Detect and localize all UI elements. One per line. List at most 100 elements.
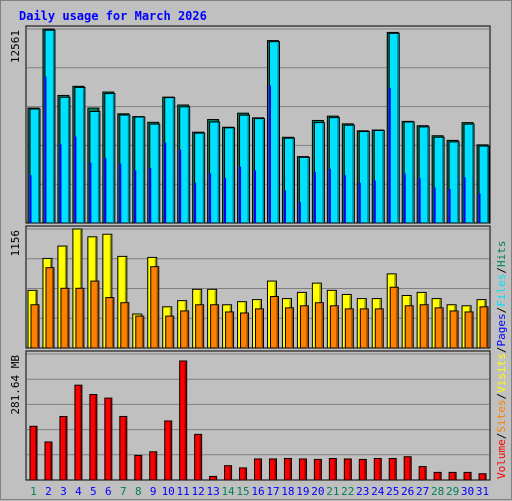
bar-files-12 — [194, 132, 206, 224]
bar-volume-21 — [328, 458, 337, 481]
y-max-label: 12561 — [9, 30, 22, 63]
bar-shade-sites-8 — [141, 317, 144, 348]
bar-shade-visits-6 — [109, 235, 112, 348]
bar-volume-13 — [209, 475, 218, 481]
bar-shade-volume-29 — [454, 473, 456, 480]
bar-shade-sites-5 — [96, 282, 99, 348]
bar-sites-29 — [449, 310, 459, 349]
x-tick-label: 9 — [150, 485, 157, 498]
bar-shade-volume-25 — [394, 459, 396, 480]
bar-shade-files-20 — [322, 123, 324, 223]
x-tick-label: 6 — [105, 485, 112, 498]
bar-pages-15 — [239, 166, 242, 223]
bar-shade-volume-18 — [289, 459, 291, 480]
bar-shade-volume-8 — [139, 456, 142, 480]
bar-shade-files-4 — [82, 88, 85, 223]
bar-files-31 — [478, 145, 490, 224]
bar-files-28 — [433, 136, 445, 224]
bar-shade-sites-3 — [66, 289, 69, 348]
bar-pages-22 — [343, 175, 346, 223]
bar-shade-files-31 — [487, 147, 489, 223]
bar-files-26 — [403, 121, 415, 224]
bar-shade-volume-14 — [229, 466, 232, 480]
bar-shade-files-19 — [307, 158, 309, 223]
bar-shade-sites-7 — [126, 303, 129, 348]
bar-volume-27 — [418, 466, 427, 481]
bar-shade-files-18 — [292, 139, 294, 223]
bar-pages-4 — [74, 136, 77, 223]
bar-shade-sites-18 — [291, 308, 293, 348]
bar-volume-31 — [478, 473, 487, 481]
bar-shade-files-11 — [187, 107, 190, 223]
bar-sites-20 — [314, 302, 324, 349]
legend-separator: / — [495, 393, 508, 400]
x-tick-label: 19 — [296, 485, 309, 498]
panel-visits-sites: 1156 — [9, 225, 491, 349]
legend-entry-files: Files — [495, 274, 508, 307]
bar-sites-1 — [30, 304, 40, 349]
bar-shade-volume-9 — [154, 452, 157, 480]
bar-sites-18 — [284, 307, 294, 349]
legend-entry-pages: Pages — [495, 313, 508, 346]
bar-files-24 — [373, 129, 385, 224]
bar-files-30 — [463, 123, 475, 224]
bar-pages-8 — [134, 170, 137, 223]
x-tick-label: 22 — [341, 485, 354, 498]
bar-shade-files-9 — [157, 125, 160, 223]
bar-shade-sites-31 — [486, 307, 488, 348]
bar-shade-files-16 — [262, 119, 265, 223]
bar-shade-sites-21 — [336, 306, 338, 348]
bar-sites-16 — [255, 308, 265, 349]
bar-shade-sites-16 — [261, 309, 264, 348]
bar-volume-29 — [448, 471, 457, 481]
bar-volume-2 — [44, 441, 53, 481]
bar-volume-19 — [298, 458, 307, 481]
x-tick-label: 8 — [135, 485, 142, 498]
bar-pages-19 — [298, 202, 301, 223]
x-tick-label: 2 — [45, 485, 52, 498]
bar-sites-27 — [419, 304, 429, 349]
bar-sites-15 — [240, 312, 250, 349]
bar-sites-12 — [195, 304, 205, 349]
bar-shade-volume-26 — [409, 457, 411, 480]
bar-shade-files-1 — [38, 110, 40, 223]
bar-shade-files-15 — [247, 116, 250, 223]
bar-sites-10 — [165, 315, 175, 349]
x-tick-label: 17 — [266, 485, 279, 498]
bar-volume-1 — [29, 425, 38, 481]
bar-sites-24 — [374, 308, 384, 349]
bar-sites-14 — [225, 311, 235, 349]
bar-sites-4 — [75, 287, 85, 349]
y-max-label: 1156 — [9, 230, 22, 257]
x-tick-label: 26 — [401, 485, 414, 498]
bar-sites-17 — [269, 296, 279, 349]
bar-volume-10 — [164, 420, 173, 481]
bar-shade-volume-28 — [439, 473, 441, 480]
bar-shade-volume-12 — [199, 435, 202, 480]
bar-shade-sites-27 — [426, 305, 428, 348]
bar-sites-7 — [120, 302, 130, 349]
bar-volume-20 — [313, 458, 322, 481]
bar-shade-sites-10 — [171, 317, 174, 348]
bar-shade-volume-19 — [304, 459, 306, 480]
bar-volume-9 — [149, 451, 158, 481]
bar-pages-21 — [328, 168, 331, 223]
bar-volume-18 — [283, 458, 292, 481]
x-tick-label: 30 — [461, 485, 474, 498]
bar-pages-7 — [119, 163, 122, 223]
bar-pages-6 — [104, 158, 107, 223]
panel-hits-files-pages: 12561 — [9, 25, 491, 224]
bar-volume-11 — [179, 360, 188, 481]
bar-shade-volume-17 — [274, 459, 276, 480]
x-tick-label: 12 — [192, 485, 205, 498]
bar-pages-29 — [448, 189, 451, 223]
x-tick-label: 27 — [416, 485, 429, 498]
x-tick-label: 29 — [446, 485, 459, 498]
bar-pages-5 — [89, 162, 92, 223]
bar-files-22 — [343, 124, 355, 224]
bar-volume-6 — [104, 397, 113, 481]
x-tick-label: 10 — [162, 485, 175, 498]
series-sites — [30, 266, 489, 349]
x-tick-label: 20 — [311, 485, 324, 498]
